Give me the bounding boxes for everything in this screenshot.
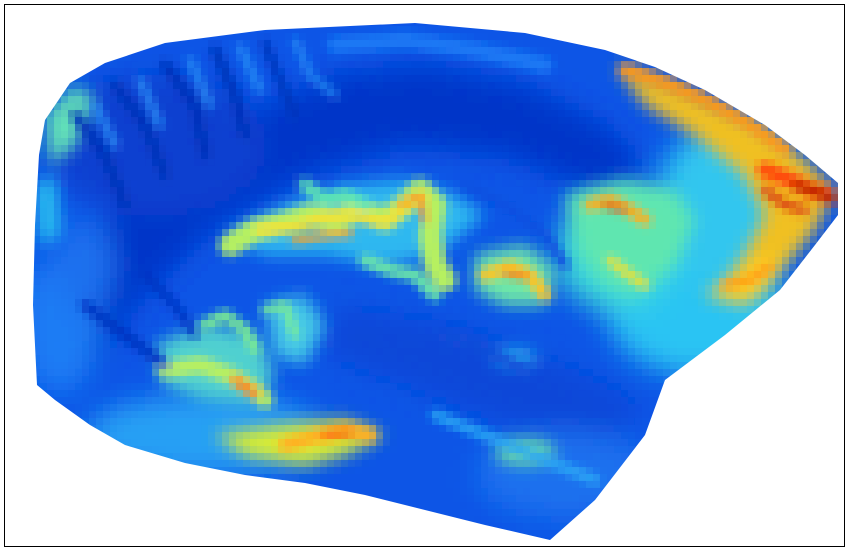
elevation-raster-map [33,23,838,540]
raster-layer [33,23,838,540]
map-frame [4,4,845,547]
